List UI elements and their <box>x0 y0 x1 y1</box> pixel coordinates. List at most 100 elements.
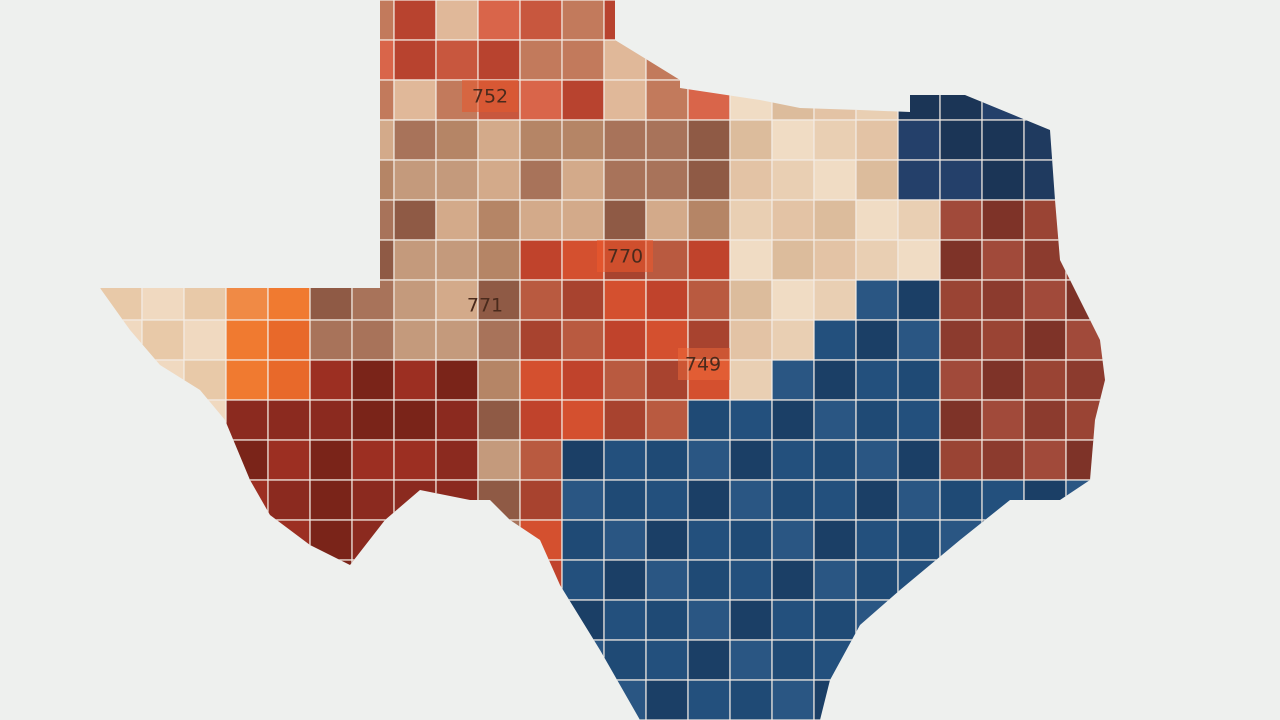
county <box>435 119 479 161</box>
county <box>687 599 731 641</box>
county <box>1023 359 1067 401</box>
county <box>519 359 563 401</box>
county <box>393 439 437 481</box>
county <box>435 39 479 81</box>
county <box>393 0 437 41</box>
county <box>519 199 563 241</box>
county <box>687 479 731 521</box>
county <box>897 479 941 521</box>
county <box>939 479 983 521</box>
county <box>813 519 857 561</box>
county <box>603 159 647 201</box>
label-highlight <box>597 240 653 272</box>
county <box>519 119 563 161</box>
county <box>477 0 521 41</box>
county <box>267 359 311 401</box>
county <box>435 319 479 361</box>
county <box>813 279 857 321</box>
county <box>603 599 647 641</box>
label-highlight <box>678 348 730 380</box>
county <box>603 439 647 481</box>
county <box>981 119 1025 161</box>
county <box>771 399 815 441</box>
county <box>603 319 647 361</box>
county <box>645 439 689 481</box>
county <box>561 159 605 201</box>
county <box>435 159 479 201</box>
county <box>519 239 563 281</box>
county <box>519 439 563 481</box>
county <box>477 39 521 81</box>
county <box>687 399 731 441</box>
county <box>981 199 1025 241</box>
county <box>729 399 773 441</box>
county <box>603 559 647 601</box>
county <box>645 599 689 641</box>
county <box>561 39 605 81</box>
county <box>897 119 941 161</box>
county <box>771 439 815 481</box>
county <box>309 399 353 441</box>
county <box>729 439 773 481</box>
county <box>645 399 689 441</box>
county <box>729 479 773 521</box>
county <box>477 239 521 281</box>
county <box>561 319 605 361</box>
county <box>393 39 437 81</box>
county <box>939 439 983 481</box>
county <box>603 119 647 161</box>
county <box>435 399 479 441</box>
county <box>225 319 269 361</box>
county <box>477 439 521 481</box>
county <box>855 519 899 561</box>
county <box>519 0 563 41</box>
county <box>603 519 647 561</box>
county <box>897 399 941 441</box>
county <box>645 519 689 561</box>
county <box>771 599 815 641</box>
county <box>309 439 353 481</box>
county <box>729 559 773 601</box>
county <box>771 679 815 720</box>
county <box>687 679 731 720</box>
county <box>603 199 647 241</box>
county <box>729 519 773 561</box>
county <box>855 199 899 241</box>
county <box>645 479 689 521</box>
county <box>309 359 353 401</box>
county <box>687 639 731 681</box>
county <box>183 319 227 361</box>
county <box>855 399 899 441</box>
county <box>435 279 479 321</box>
county <box>435 359 479 401</box>
county <box>351 319 395 361</box>
county <box>939 199 983 241</box>
county <box>603 79 647 121</box>
county <box>729 159 773 201</box>
county <box>729 199 773 241</box>
county <box>855 359 899 401</box>
county <box>435 0 479 41</box>
county <box>519 159 563 201</box>
county <box>351 439 395 481</box>
county <box>519 79 563 121</box>
county <box>771 479 815 521</box>
county <box>393 79 437 121</box>
county <box>729 639 773 681</box>
county <box>1023 439 1067 481</box>
county <box>1023 279 1067 321</box>
county <box>561 559 605 601</box>
county <box>813 119 857 161</box>
county <box>477 119 521 161</box>
county <box>981 279 1025 321</box>
county <box>519 399 563 441</box>
map-labels: 752 770 771 749 <box>462 80 730 380</box>
county <box>477 399 521 441</box>
county <box>267 319 311 361</box>
county <box>645 159 689 201</box>
county-label: 771 <box>467 295 503 317</box>
county <box>855 159 899 201</box>
county <box>729 359 773 401</box>
county-label: 770 <box>607 246 643 268</box>
county <box>1065 359 1105 401</box>
